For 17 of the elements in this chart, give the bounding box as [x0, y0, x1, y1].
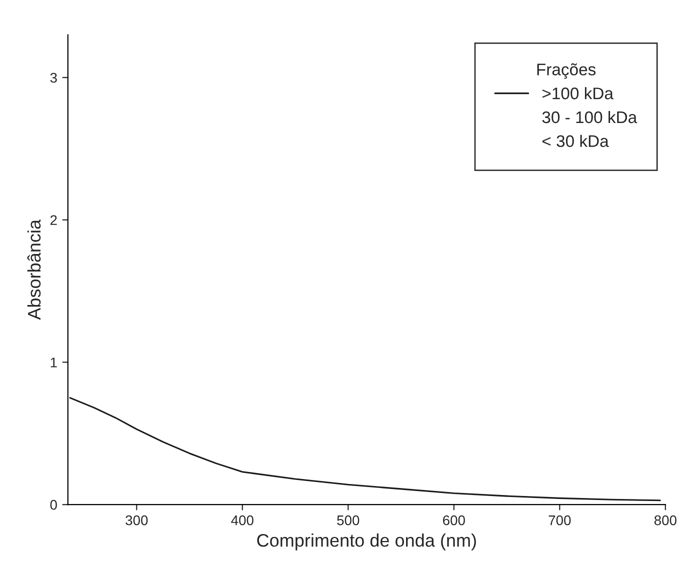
legend-label: >100 kDa	[542, 87, 614, 100]
y-tick-label: 1	[50, 358, 57, 368]
y-axis-title: Absorbância	[27, 220, 41, 320]
annotation: < 30 kDa	[542, 134, 609, 148]
x-tick-label: 400	[231, 515, 254, 526]
y-tick-label: 0	[50, 500, 57, 510]
annotation: 30 - 100 kDa	[542, 110, 638, 124]
legend-title: Frações	[537, 63, 596, 79]
y-tick-label: 2	[50, 215, 57, 225]
x-tick-label: 700	[548, 515, 571, 526]
x-tick-label: 600	[443, 515, 465, 526]
x-tick-label: 300	[126, 515, 148, 526]
x-tick-label: 500	[337, 515, 360, 526]
line-series	[69, 397, 661, 502]
x-axis-title: Comprimento de onda (nm)	[257, 534, 476, 550]
x-tick-label: 800	[654, 515, 676, 526]
y-tick-label: 3	[50, 72, 57, 83]
